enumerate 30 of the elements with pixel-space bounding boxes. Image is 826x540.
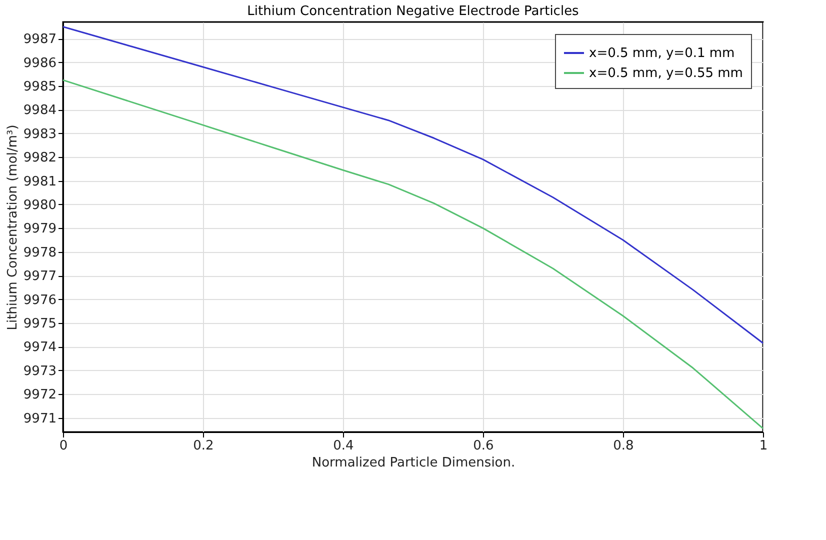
x-tick-label: 0	[59, 438, 68, 454]
line-series	[62, 79, 764, 430]
x-axis-title: Normalized Particle Dimension.	[312, 456, 516, 470]
y-axis-title: Lithium Concentration (mol/m³)	[5, 124, 20, 330]
legend-label: x=0.5 mm, y=0.55 mm	[589, 66, 743, 81]
y-tick-label: 9980	[23, 198, 56, 213]
x-tick-label: 0.2	[193, 438, 214, 454]
y-tick-label: 9971	[23, 411, 56, 426]
y-tick-label: 9985	[23, 79, 56, 94]
x-tick-label: 0.4	[333, 438, 354, 454]
y-tick-label: 9986	[23, 56, 56, 71]
x-tick-label: 0.6	[473, 438, 494, 454]
chart-title: Lithium Concentration Negative Electrode Particles	[247, 4, 580, 19]
y-tick-label: 9974	[23, 340, 56, 356]
y-tick-label: 9973	[23, 364, 56, 379]
y-tick-label: 9984	[23, 103, 56, 118]
y-tick-label: 9983	[23, 126, 56, 142]
y-tick-label: 9982	[23, 150, 56, 166]
x-tick-label: 0.8	[613, 438, 634, 454]
y-tick-label: 9987	[23, 32, 56, 48]
x-tick-label: 1	[759, 438, 768, 454]
y-tick-label: 9978	[23, 245, 56, 260]
y-tick-label: 9975	[23, 316, 56, 332]
legend-label: x=0.5 mm, y=0.1 mm	[589, 46, 735, 61]
y-tick-label: 9977	[23, 269, 56, 284]
y-tick-label: 9979	[23, 222, 56, 237]
y-tick-label: 9981	[23, 174, 56, 190]
y-tick-label: 9976	[23, 292, 56, 308]
line-series	[62, 26, 764, 344]
y-tick-label: 9972	[23, 388, 56, 403]
